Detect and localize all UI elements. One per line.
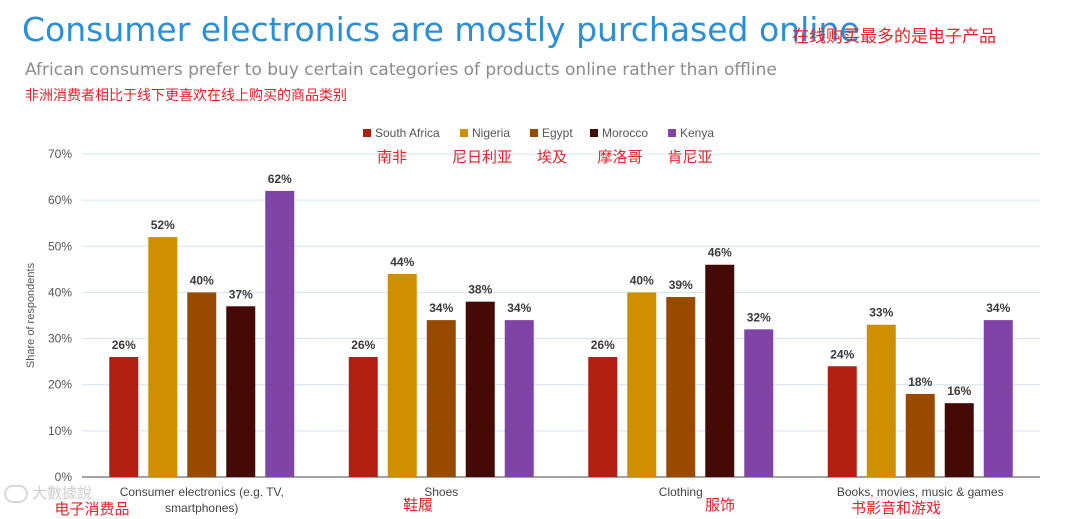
bar [265,190,295,477]
legend-swatch [460,129,468,137]
data-label: 16% [947,384,971,398]
y-tick-label: 30% [48,332,72,346]
y-tick-label: 50% [48,239,72,253]
y-tick-label: 20% [48,378,72,392]
category-annotation: 电子消费品 [54,500,129,518]
data-label: 34% [429,301,453,315]
data-label: 40% [190,273,214,287]
bar [905,393,935,477]
data-label: 26% [591,338,615,352]
y-tick-label: 0% [55,470,73,484]
watermark-text: 大數據說 [32,484,93,502]
data-label: 40% [630,273,654,287]
bar [705,264,735,477]
legend-annotation: 南非 [377,148,407,166]
bar [744,329,774,477]
watermark: 大數據說 [4,482,92,503]
legend-label: Egypt [542,126,573,140]
bar [187,292,217,477]
legend-swatch [530,129,538,137]
data-label: 62% [268,172,292,186]
legend-label: Kenya [680,126,714,140]
chart-subtitle-annotation: 非洲消费者相比于线下更喜欢在线上购买的商品类别 [25,88,347,104]
legend-swatch [590,129,598,137]
x-tick-label: Shoes [424,485,458,499]
data-label: 38% [468,283,492,297]
legend-swatch [668,129,676,137]
legend-annotation: 埃及 [537,148,567,166]
bar [588,357,618,477]
legend-label: Nigeria [472,126,510,140]
x-tick-label: Clothing [659,485,703,499]
bar [666,297,696,477]
legend-annotation: 尼日利亚 [452,148,512,166]
data-label: 32% [747,310,771,324]
legend-label: South Africa [375,126,440,140]
legend-annotation: 肯尼亚 [667,148,712,166]
bar [983,320,1013,477]
bar [226,306,256,477]
bar [109,357,139,477]
data-label: 34% [986,301,1010,315]
data-label: 18% [908,375,932,389]
bar [426,320,456,477]
data-label: 26% [112,338,136,352]
x-tick-label: Consumer electronics (e.g. TV, [120,485,284,499]
y-tick-label: 70% [48,147,72,161]
data-label: 26% [351,338,375,352]
data-label: 52% [151,218,175,232]
bar [148,237,178,477]
bar [504,320,534,477]
data-label: 24% [830,347,854,361]
watermark-logo-icon [4,484,28,503]
legend-swatch [363,129,371,137]
data-label: 34% [507,301,531,315]
y-tick-label: 60% [48,193,72,207]
x-tick-label: Books, movies, music & games [837,485,1004,499]
category-annotation: 鞋履 [403,496,433,514]
chart-title: Consumer electronics are mostly purchase… [22,10,860,49]
bar [944,403,974,477]
data-label: 33% [869,306,893,320]
x-tick-label: smartphones) [165,501,238,515]
bar [465,301,495,477]
y-axis-title: Share of respondents [25,262,37,368]
bar [387,273,417,477]
data-label: 39% [669,278,693,292]
data-label: 46% [708,246,732,260]
chart-subtitle: African consumers prefer to buy certain … [25,60,777,80]
category-annotation: 服饰 [705,496,735,514]
y-tick-label: 40% [48,285,72,299]
bar [627,292,657,477]
bar [866,324,896,477]
chart-title-annotation: 在线购买最多的是电子产品 [792,27,996,47]
y-tick-label: 10% [48,424,72,438]
data-label: 44% [390,255,414,269]
bar [827,366,857,477]
legend-annotation: 摩洛哥 [597,148,642,166]
legend-label: Morocco [602,126,648,140]
category-annotation: 书影音和游戏 [851,499,941,517]
data-label: 37% [229,287,253,301]
bar [348,357,378,477]
